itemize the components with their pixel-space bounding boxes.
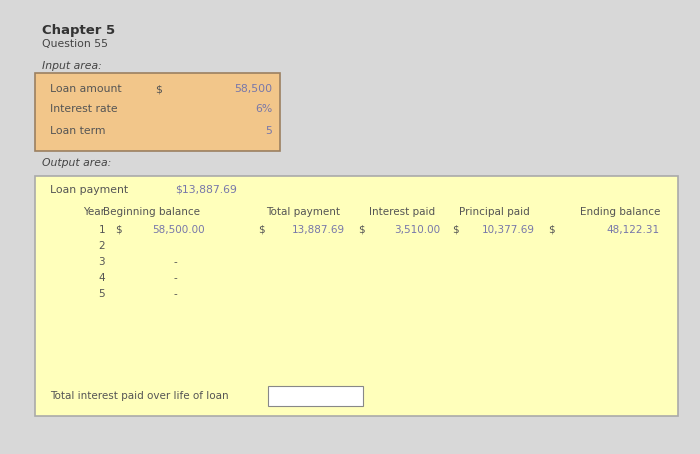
Text: $13,887.69: $13,887.69 [175,185,237,195]
Text: Interest paid: Interest paid [369,207,435,217]
Text: 2: 2 [99,241,105,251]
FancyBboxPatch shape [35,73,280,151]
Text: 58,500.00: 58,500.00 [153,225,205,235]
Text: -: - [173,273,177,283]
Text: Loan term: Loan term [50,126,106,136]
Text: Interest rate: Interest rate [50,104,118,114]
Text: $: $ [452,225,458,235]
Text: 3,510.00: 3,510.00 [394,225,440,235]
FancyBboxPatch shape [35,176,678,416]
Text: Output area:: Output area: [42,158,111,168]
Text: $: $ [548,225,554,235]
Text: Total payment: Total payment [266,207,340,217]
Text: 3: 3 [99,257,105,267]
Text: Beginning balance: Beginning balance [103,207,200,217]
Text: $: $ [155,84,162,94]
Text: $: $ [115,225,122,235]
Text: 1: 1 [99,225,105,235]
Text: $: $ [258,225,265,235]
Text: 6%: 6% [255,104,272,114]
FancyBboxPatch shape [268,386,363,406]
Text: -: - [173,289,177,299]
Text: Chapter 5: Chapter 5 [42,24,115,37]
Text: 48,122.31: 48,122.31 [607,225,660,235]
Text: Total interest paid over life of loan: Total interest paid over life of loan [50,391,229,401]
Text: 4: 4 [99,273,105,283]
Text: Question 55: Question 55 [42,39,108,49]
Text: 5: 5 [265,126,272,136]
Text: 58,500: 58,500 [234,84,272,94]
Text: Principal paid: Principal paid [459,207,530,217]
Text: Loan payment: Loan payment [50,185,128,195]
Text: Ending balance: Ending balance [580,207,660,217]
Text: Loan amount: Loan amount [50,84,122,94]
Text: Input area:: Input area: [42,61,102,71]
Text: 13,887.69: 13,887.69 [292,225,345,235]
Text: Year: Year [83,207,105,217]
Text: -: - [173,257,177,267]
Text: $: $ [358,225,365,235]
Text: 5: 5 [99,289,105,299]
Text: 10,377.69: 10,377.69 [482,225,535,235]
